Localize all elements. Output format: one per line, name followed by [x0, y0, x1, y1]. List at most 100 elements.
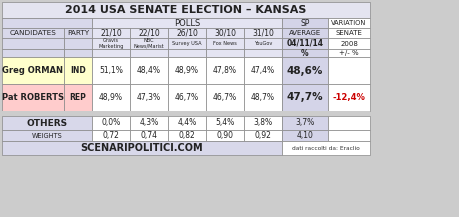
Bar [243, 38, 281, 49]
Text: CANDIDATES: CANDIDATES [10, 30, 56, 36]
Bar [130, 49, 168, 57]
Bar [92, 28, 130, 38]
Bar [2, 49, 64, 57]
Text: 48,9%: 48,9% [174, 66, 199, 75]
Bar [130, 116, 168, 130]
Bar [2, 18, 92, 28]
Text: REP: REP [69, 93, 86, 102]
Bar [206, 116, 243, 130]
Text: Survey USA: Survey USA [172, 41, 202, 46]
Bar [130, 28, 168, 38]
Bar [206, 28, 243, 38]
Text: SENATE: SENATE [335, 30, 362, 36]
Bar [243, 49, 281, 57]
Text: 0,72: 0,72 [102, 131, 119, 140]
Bar [168, 116, 206, 130]
Bar [243, 57, 281, 84]
Text: SP: SP [300, 18, 309, 28]
Text: Gravis
Marketing: Gravis Marketing [98, 38, 123, 49]
Text: YouGov: YouGov [253, 41, 272, 46]
Bar [281, 38, 327, 49]
Bar [130, 57, 168, 84]
Text: 47,4%: 47,4% [251, 66, 274, 75]
Text: 31/10: 31/10 [252, 28, 274, 38]
Bar [281, 116, 327, 130]
Bar [281, 18, 327, 28]
Bar [281, 28, 327, 38]
Bar [327, 57, 369, 84]
Text: SCENARIPOLITICI.COM: SCENARIPOLITICI.COM [80, 143, 203, 153]
Text: POLLS: POLLS [174, 18, 200, 28]
Bar [168, 84, 206, 111]
Text: WEIGHTS: WEIGHTS [32, 133, 62, 138]
Bar [168, 28, 206, 38]
Text: 30/10: 30/10 [213, 28, 235, 38]
Text: 26/10: 26/10 [176, 28, 197, 38]
Bar [281, 130, 327, 141]
Bar [2, 130, 92, 141]
Bar [168, 49, 206, 57]
Text: 46,7%: 46,7% [213, 93, 236, 102]
Text: PARTY: PARTY [67, 30, 89, 36]
Bar [206, 84, 243, 111]
Bar [2, 38, 64, 49]
Bar [92, 130, 130, 141]
Bar [168, 57, 206, 84]
Text: IND: IND [70, 66, 86, 75]
Bar [2, 57, 64, 84]
Text: 48,4%: 48,4% [137, 66, 161, 75]
Text: 0,74: 0,74 [140, 131, 157, 140]
Bar [130, 130, 168, 141]
Text: 04/11/14: 04/11/14 [286, 39, 323, 48]
Text: -12,4%: -12,4% [332, 93, 364, 102]
Bar [2, 116, 92, 130]
Text: 21/10: 21/10 [100, 28, 122, 38]
Text: 0,0%: 0,0% [101, 118, 120, 128]
Text: 0,92: 0,92 [254, 131, 271, 140]
Bar [243, 130, 281, 141]
Bar [327, 84, 369, 111]
Text: VARIATION: VARIATION [330, 20, 366, 26]
Text: Pat ROBERTS: Pat ROBERTS [2, 93, 64, 102]
Bar [64, 49, 92, 57]
Text: 48,6%: 48,6% [286, 66, 323, 76]
Text: AVERAGE: AVERAGE [288, 30, 320, 36]
Bar [64, 28, 92, 38]
Text: 47,8%: 47,8% [213, 66, 236, 75]
Bar [206, 130, 243, 141]
Bar [2, 2, 369, 18]
Text: OTHERS: OTHERS [26, 118, 67, 128]
Text: 47,7%: 47,7% [286, 92, 323, 102]
Bar [327, 28, 369, 38]
Bar [327, 49, 369, 57]
Text: NBC
News/Marist: NBC News/Marist [134, 38, 164, 49]
Text: 48,7%: 48,7% [251, 93, 274, 102]
Text: 4,10: 4,10 [296, 131, 313, 140]
Bar [130, 38, 168, 49]
Text: 0,82: 0,82 [178, 131, 195, 140]
Bar [206, 38, 243, 49]
Bar [327, 38, 369, 49]
Bar [64, 84, 92, 111]
Text: Fox News: Fox News [213, 41, 236, 46]
Text: 48,9%: 48,9% [99, 93, 123, 102]
Text: 4,3%: 4,3% [139, 118, 158, 128]
Bar [2, 84, 64, 111]
Text: dati raccolti da: Eraclio: dati raccolti da: Eraclio [291, 146, 359, 151]
Bar [243, 28, 281, 38]
Bar [206, 49, 243, 57]
Bar [92, 57, 130, 84]
Text: Greg ORMAN: Greg ORMAN [2, 66, 63, 75]
Bar [92, 38, 130, 49]
Text: 3,7%: 3,7% [295, 118, 314, 128]
Text: 2014 USA SENATE ELECTION – KANSAS: 2014 USA SENATE ELECTION – KANSAS [65, 5, 306, 15]
Bar [327, 116, 369, 130]
Bar [281, 141, 369, 155]
Bar [243, 84, 281, 111]
Bar [243, 116, 281, 130]
Bar [327, 130, 369, 141]
Bar [2, 28, 64, 38]
Bar [281, 84, 327, 111]
Text: 0,90: 0,90 [216, 131, 233, 140]
Bar [92, 18, 281, 28]
